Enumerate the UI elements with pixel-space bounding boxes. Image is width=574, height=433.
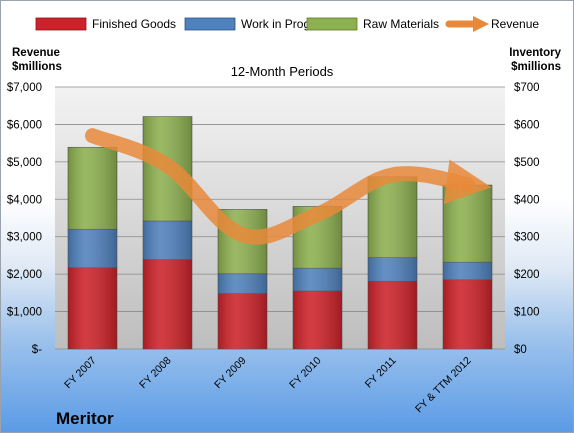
left-axis-title-line1: Revenue [12,47,60,59]
legend-swatch-revenue-arrow [473,16,489,32]
x-tick-label: FY 2010 [287,355,324,392]
right-tick-label: $100 [514,307,540,319]
legend-swatch-finished-goods [35,17,87,31]
legend-item-revenue: Revenue [445,16,539,32]
bar-shading [68,267,117,349]
chart-title: 12-Month Periods [231,64,334,79]
legend: Finished Goods Work in Progress Raw Mate… [35,16,539,32]
legend-label-finished-goods: Finished Goods [92,17,176,31]
bar-shading [218,273,267,294]
right-axis-title-line2: $millions [511,61,561,73]
legend-label-revenue: Revenue [491,17,539,31]
x-tick-label: FY 2011 [363,355,399,391]
left-tick-label: $2,000 [7,269,42,281]
bar-shading [143,259,192,349]
right-tick-label: $0 [514,344,527,356]
plot-area [55,87,505,349]
bar-shading [68,147,117,230]
right-tick-label: $400 [514,194,540,206]
right-tick-label: $200 [514,269,540,281]
x-tick-label: FY 2009 [212,355,249,392]
bar-shading [368,176,417,258]
left-tick-label: $6,000 [7,119,42,131]
legend-item-finished-goods: Finished Goods [35,17,176,31]
gridlines [55,86,505,350]
left-axis-ticks: $- $1,000 $2,000 $3,000 $4,000 $5,000 $6,000 $7… [7,82,42,356]
left-tick-label: $4,000 [7,194,42,206]
bar-shading [443,185,492,263]
bar-stack-fy-ttm-2012 [442,184,493,350]
right-tick-label: $700 [514,82,540,94]
bar-stack-fy-2011 [367,176,418,350]
bar-shading [368,281,417,349]
left-axis-title-line2: $millions [12,61,62,73]
bar-shading [293,290,342,349]
left-tick-label: $- [32,344,42,356]
right-tick-label: $300 [514,232,540,244]
x-tick-label: FY 2007 [62,355,99,392]
legend-item-raw-materials: Raw Materials [306,17,439,31]
x-tick-label: FY & TTM 2012 [413,355,474,416]
left-tick-label: $1,000 [7,307,42,319]
left-tick-label: $5,000 [7,157,42,169]
bar-shading [68,229,117,268]
bar-stack-fy-2007 [67,146,118,350]
bar-shading [443,262,492,280]
bar-shading [293,268,342,291]
left-tick-label: $7,000 [7,82,42,94]
company-name: Meritor [56,409,114,428]
bar-shading [143,220,192,260]
right-axis-title-line1: Inventory [509,47,561,59]
right-tick-label: $500 [514,157,540,169]
right-tick-label: $600 [514,119,540,131]
x-tick-label: FY 2008 [137,355,174,392]
right-axis-ticks: $0 $100 $200 $300 $400 $500 $600 $700 [514,82,540,356]
legend-swatch-raw-materials [306,17,358,31]
revenue-line [85,128,492,245]
bar-shading [368,257,417,282]
legend-label-raw-materials: Raw Materials [363,17,439,31]
bar-shading [218,293,267,349]
bars [67,116,493,350]
bar-shading [443,279,492,349]
left-tick-label: $3,000 [7,232,42,244]
legend-swatch-work-in-progress [184,17,236,31]
x-axis-tick-labels: FY 2007 FY 2008 FY 2009 FY 2010 FY 2011 FY & … [62,355,474,416]
